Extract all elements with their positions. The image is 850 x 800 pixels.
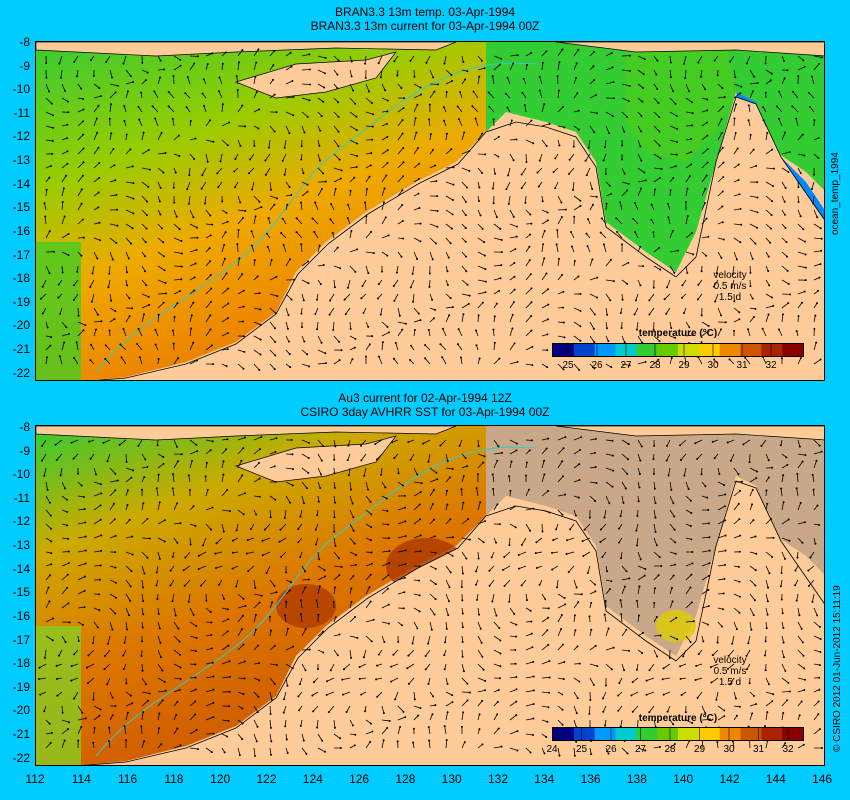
bottom-velocity-legend: velocity 0.5 m/s 1.5 d xyxy=(700,655,760,688)
top-velocity-time: 1.5 d xyxy=(718,292,742,303)
lon-tick: 132 xyxy=(487,772,509,786)
bottom-velocity-label: velocity xyxy=(713,655,747,666)
top-lat-tick: -15 xyxy=(12,200,30,215)
top-lat-tick: -20 xyxy=(12,318,30,333)
bottom-lat-tick: -22 xyxy=(12,750,30,765)
top-velocity-label: velocity xyxy=(713,270,747,281)
bottom-colorbar xyxy=(552,727,804,741)
bottom-lat-tick: -14 xyxy=(12,561,30,576)
top-colorbar-tick: 25 xyxy=(562,360,574,371)
top-lat-tick: -21 xyxy=(12,341,30,356)
bottom-colorbar-tick: 29 xyxy=(693,744,706,755)
top-lat-tick: -16 xyxy=(12,223,30,238)
bottom-colorbar-tick: 28 xyxy=(664,744,676,755)
lon-tick: 146 xyxy=(812,772,833,786)
bottom-velocity-scale: 0.5 m/s xyxy=(713,666,747,677)
bottom-map-panel xyxy=(35,425,825,766)
top-title-line1: BRAN3.3 13m temp. 03-Apr-1994 xyxy=(334,5,516,19)
top-colorbar-tick: 30 xyxy=(707,360,719,371)
bottom-lat-tick: -9 xyxy=(19,443,30,458)
bottom-colorbar-tick: 27 xyxy=(634,744,647,755)
top-colorbar-title: temperature (°C) xyxy=(638,328,718,339)
lon-tick: 122 xyxy=(256,772,277,786)
bottom-lat-tick: -8 xyxy=(19,420,30,434)
bottom-lat-tick: -11 xyxy=(13,490,30,505)
bottom-title-line1: Au3 current for 02-Apr-1994 12Z xyxy=(338,391,512,405)
top-colorbar-tick: 26 xyxy=(591,360,603,371)
top-lat-tick: -18 xyxy=(12,271,30,286)
top-colorbar-tick: 28 xyxy=(649,360,661,371)
top-title-line2: BRAN3.3 13m current for 03-Apr-1994 00Z xyxy=(310,19,540,33)
bottom-side-label: © CSIRO 2012 01-Jun-2012 15:11:19 xyxy=(832,585,843,752)
bottom-lat-tick: -15 xyxy=(12,585,30,600)
bottom-colorbar-tick: 32 xyxy=(782,744,794,755)
bottom-lat-tick: -13 xyxy=(12,538,30,553)
lon-tick: 140 xyxy=(673,772,694,786)
top-lat-tick: -14 xyxy=(12,176,30,191)
top-lat-tick: -17 xyxy=(12,247,30,262)
lon-tick: 142 xyxy=(719,772,740,786)
bottom-colorbar-tick: 24 xyxy=(546,744,558,755)
lon-tick: 138 xyxy=(626,772,647,786)
lon-tick: 114 xyxy=(71,772,91,786)
bottom-colorbar-tick: 26 xyxy=(605,744,617,755)
top-lat-tick: -13 xyxy=(12,153,30,168)
bottom-lat-tick: -12 xyxy=(12,514,30,529)
top-lat-tick: -9 xyxy=(19,58,30,73)
bottom-lat-tick: -18 xyxy=(12,656,30,671)
bottom-colorbar-tick: 30 xyxy=(723,744,735,755)
top-colorbar-tick: 32 xyxy=(765,360,777,371)
bottom-colorbar-tick: 31 xyxy=(752,744,765,755)
bottom-title-line2: CSIRO 3day AVHRR SST for 03-Apr-1994 00Z xyxy=(300,405,550,419)
top-colorbar-tick: 29 xyxy=(678,360,690,371)
top-velocity-scale: 0.5 m/s xyxy=(713,281,747,292)
lon-tick: 120 xyxy=(210,772,231,786)
lon-tick: 136 xyxy=(580,772,601,786)
top-lat-tick: -11 xyxy=(13,105,30,120)
top-lat-tick: -19 xyxy=(12,294,30,309)
bottom-map-svg xyxy=(36,426,824,765)
bottom-colorbar-tick: 25 xyxy=(575,744,588,755)
bottom-colorbar-title: temperature (°C) xyxy=(638,713,718,724)
lon-tick: 116 xyxy=(118,772,138,786)
top-lat-tick: -10 xyxy=(12,82,30,97)
bottom-velocity-time: 1.5 d xyxy=(718,677,742,688)
bottom-lat-tick: -17 xyxy=(12,632,30,647)
top-colorbar-tick: 31 xyxy=(736,360,748,371)
lon-tick: 124 xyxy=(302,772,323,786)
top-lat-tick: -12 xyxy=(12,129,30,144)
lon-tick: 112 xyxy=(25,772,45,786)
top-velocity-legend: velocity 0.5 m/s 1.5 d xyxy=(700,270,760,303)
bottom-lat-tick: -19 xyxy=(12,679,30,694)
top-colorbar xyxy=(552,343,804,357)
bottom-lat-tick: -10 xyxy=(12,467,30,482)
bottom-lat-tick: -16 xyxy=(12,608,30,623)
lon-tick: 126 xyxy=(349,772,370,786)
top-colorbar-tick: 27 xyxy=(620,360,632,371)
lon-tick: 128 xyxy=(395,772,416,786)
lon-tick: 134 xyxy=(534,772,555,786)
lon-tick: 130 xyxy=(441,772,462,786)
bottom-lat-tick: -21 xyxy=(12,726,30,741)
lon-tick: 144 xyxy=(765,772,786,786)
bottom-lat-tick: -20 xyxy=(12,703,30,718)
top-side-label: ocean_temp_1994 xyxy=(830,152,841,235)
top-map-panel xyxy=(35,41,825,381)
top-lat-tick: -8 xyxy=(19,35,30,49)
top-lat-tick: -22 xyxy=(12,365,30,380)
lon-tick: 118 xyxy=(164,772,184,786)
top-map-svg xyxy=(36,42,824,380)
